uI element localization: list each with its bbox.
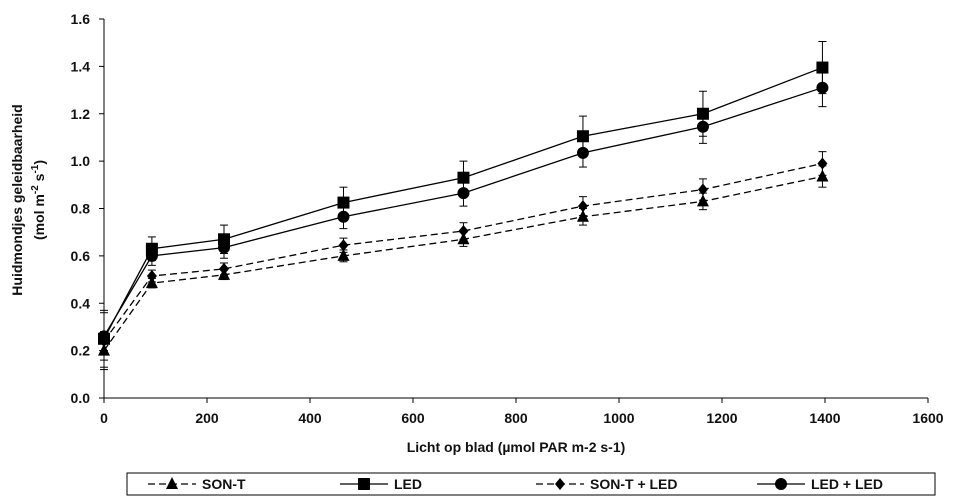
x-tick-label: 600: [401, 410, 425, 426]
y-axis-title-line1: Huidmondjes geleidbaarheid: [9, 104, 25, 295]
y-tick-label: 0.4: [71, 295, 91, 311]
data-point-son-t-led: [577, 200, 588, 213]
y-tick-label: 1.6: [71, 11, 91, 27]
y-unit-sup1: -2: [30, 185, 41, 194]
data-point-son-t-led: [458, 225, 469, 238]
legend-label-son-t: SON-T: [202, 476, 246, 492]
y-tick-label: 0.8: [71, 201, 91, 217]
data-point-led-led: [145, 249, 158, 262]
legend-label-son-t-led: SON-T + LED: [590, 476, 678, 492]
legend-item-led: LED: [340, 476, 422, 492]
legend-marker-son-t: [166, 477, 178, 489]
data-point-led: [816, 61, 829, 74]
data-point-led-led: [576, 146, 589, 159]
x-tick-label: 1400: [809, 410, 840, 426]
series-line-son-t: [103, 175, 823, 352]
data-point-son-t-led: [218, 262, 229, 275]
legend-marker-led-led: [775, 478, 787, 490]
data-point-led: [337, 196, 350, 209]
data-point-son-t-led: [338, 239, 349, 252]
legend-item-led-led: LED + LED: [757, 476, 883, 492]
legend: SON-T LED SON-T + LED LED + LED: [126, 472, 936, 496]
series-line-led-led: [103, 87, 823, 337]
series-line-son-t-led: [103, 162, 823, 342]
plot-area: [98, 41, 829, 371]
x-tick-label: 1200: [706, 410, 737, 426]
y-unit-mid: s: [31, 173, 47, 185]
data-point-led-led: [217, 241, 230, 254]
data-point-son-t-led: [697, 183, 708, 196]
series-led-led: [98, 68, 829, 361]
data-point-led-led: [696, 120, 709, 133]
y-unit-suffix: ): [31, 160, 47, 165]
data-point-led: [457, 171, 470, 184]
data-point-son-t-led: [146, 270, 157, 283]
data-point-led: [576, 130, 589, 143]
x-tick-label: 0: [100, 410, 108, 426]
legend-marker-son-t-led: [555, 478, 565, 490]
series-line-led: [103, 66, 823, 340]
x-tick-label: 200: [195, 410, 219, 426]
y-tick-label: 0.2: [71, 343, 91, 359]
x-axis-title: Licht op blad (µmol PAR m-2 s-1): [407, 439, 626, 455]
legend-item-son-t: SON-T: [148, 476, 246, 492]
data-point-led-led: [816, 81, 829, 94]
data-point-son-t-led: [817, 157, 828, 170]
y-tick-label: 1.2: [71, 106, 91, 122]
x-tick-label: 1600: [912, 410, 943, 426]
y-unit-sup2: -1: [30, 164, 41, 173]
data-point-led-led: [337, 210, 350, 223]
legend-label-led-led: LED + LED: [811, 476, 883, 492]
data-point-led-led: [98, 330, 110, 343]
x-tick-label: 1000: [603, 410, 634, 426]
axes: 0.0 0.2 0.4 0.6 0.8 1.0 1.2 1.4 1.6 0 200 400 600 800…: [71, 11, 944, 426]
y-tick-label: 1.0: [71, 153, 91, 169]
y-tick-label: 0.6: [71, 248, 91, 264]
y-axis-title-line2: (mol m-2 s-1): [30, 160, 47, 240]
y-tick-label: 0.0: [71, 390, 91, 406]
x-tick-label: 800: [504, 410, 528, 426]
x-tick-label: 400: [298, 410, 322, 426]
y-tick-label: 1.4: [71, 58, 91, 74]
legend-marker-led: [358, 478, 370, 490]
data-point-son-t: [337, 248, 350, 261]
y-unit-prefix: (mol m: [31, 194, 47, 240]
legend-box: [126, 472, 936, 496]
data-point-led-led: [457, 187, 470, 200]
legend-label-led: LED: [394, 476, 422, 492]
legend-item-son-t-led: SON-T + LED: [536, 476, 678, 492]
